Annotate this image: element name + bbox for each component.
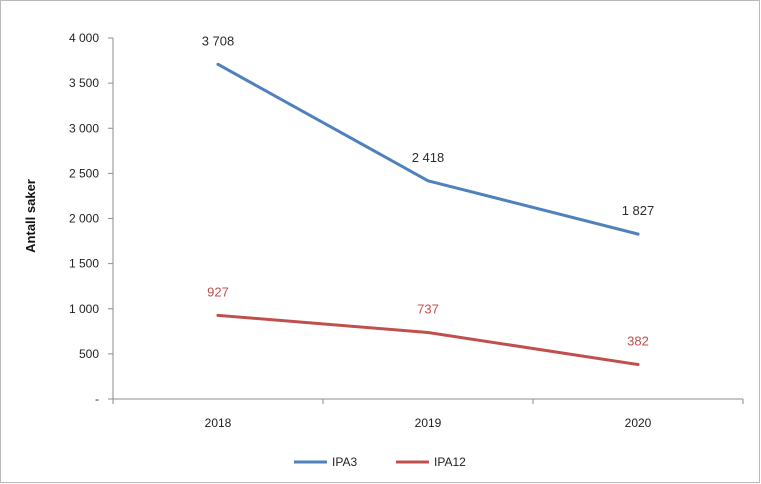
y-tick-label: 3 500 xyxy=(69,76,99,90)
legend: IPA3 IPA12 xyxy=(294,455,466,469)
data-label: 3 708 xyxy=(202,33,235,48)
x-tick-label: 2018 xyxy=(205,416,232,430)
data-point xyxy=(216,62,220,66)
data-label: 2 418 xyxy=(412,150,445,165)
series-line-ipa12 xyxy=(216,313,640,367)
data-point xyxy=(636,232,640,236)
y-tick-label: 1 500 xyxy=(69,257,99,271)
x-tick-label: 2020 xyxy=(625,416,652,430)
y-tick-label: 500 xyxy=(79,347,99,361)
y-tick-label: 1 000 xyxy=(69,302,99,316)
y-axis: - 500 1 000 1 500 2 000 2 500 3 000 3 500 4 000 xyxy=(69,31,114,406)
data-point xyxy=(636,363,640,367)
y-tick-label: 2 500 xyxy=(69,166,99,180)
y-axis-title: Antall saker xyxy=(23,179,38,253)
data-point xyxy=(426,179,430,183)
y-tick-label: - xyxy=(95,392,99,406)
data-label: 1 827 xyxy=(622,203,655,218)
series-area: 3 708 2 418 1 827 927 737 382 xyxy=(202,33,655,367)
data-label: 927 xyxy=(207,284,229,299)
y-tick-label: 3 000 xyxy=(69,121,99,135)
y-tick-label: 2 000 xyxy=(69,212,99,226)
y-tick-label: 4 000 xyxy=(69,31,99,45)
legend-label: IPA3 xyxy=(332,455,357,469)
data-label: 382 xyxy=(627,334,649,349)
x-axis: 2018 2019 2020 xyxy=(112,398,744,430)
data-point xyxy=(426,330,430,334)
x-tick-label: 2019 xyxy=(415,416,442,430)
data-point xyxy=(216,313,220,317)
legend-label: IPA12 xyxy=(434,455,466,469)
data-label: 737 xyxy=(417,301,439,316)
